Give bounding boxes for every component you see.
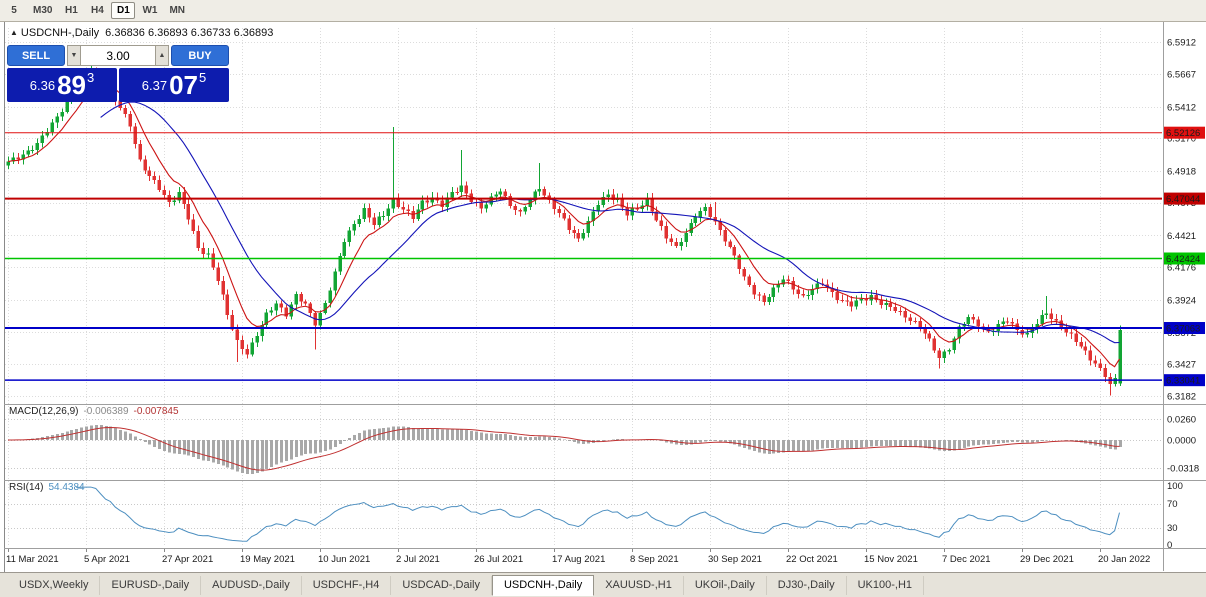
chart-tab-usdcad-daily[interactable]: USDCAD-,Daily bbox=[391, 575, 492, 595]
price-level-badge: 6.42424 bbox=[1166, 254, 1200, 265]
rsi-axis-label: 30 bbox=[1167, 523, 1178, 534]
timeframe-button-mn[interactable]: MN bbox=[164, 2, 190, 19]
y-axis-label: 6.4421 bbox=[1167, 231, 1196, 242]
x-axis-label: 29 Dec 2021 bbox=[1020, 554, 1074, 565]
timeframe-toolbar: 5 M30 H1 H4 D1 W1 MN bbox=[0, 0, 1206, 22]
price-level-badge: 6.37063 bbox=[1166, 324, 1200, 335]
chart-tab-dj30-daily[interactable]: DJ30-,Daily bbox=[767, 575, 847, 595]
macd-main-value: -0.006389 bbox=[83, 406, 129, 417]
y-axis-label: 6.3427 bbox=[1167, 360, 1196, 371]
sell-price-sup: 3 bbox=[87, 69, 95, 85]
timeframe-button-d1[interactable]: D1 bbox=[111, 2, 136, 19]
x-axis-label: 19 May 2021 bbox=[240, 554, 295, 565]
horizontal-levels-layer: 6.52126 6.47044 6.42424 6.37063 6.33041 bbox=[5, 126, 1205, 387]
timeframe-button-m30[interactable]: M30 bbox=[28, 2, 57, 19]
macd-axis-label: 0.0260 bbox=[1167, 415, 1196, 426]
macd-indicator-label: MACD(12,26,9) -0.006389 -0.007845 bbox=[9, 406, 179, 417]
buy-price-sup: 5 bbox=[199, 69, 207, 85]
chart-title: ▲ USDCNH-,Daily 6.36836 6.36893 6.36733 6.… bbox=[10, 27, 273, 39]
price-level-badge: 6.52126 bbox=[1166, 128, 1200, 139]
timeframe-buttons: 5 M30 H1 H4 D1 W1 MN bbox=[2, 2, 190, 19]
x-axis-label: 26 Jul 2021 bbox=[474, 554, 523, 565]
rsi-axis-label: 70 bbox=[1167, 499, 1178, 510]
chart-tab-usdx-weekly[interactable]: USDX,Weekly bbox=[8, 575, 101, 595]
rsi-name: RSI(14) bbox=[9, 482, 44, 493]
x-axis-label: 5 Apr 2021 bbox=[84, 554, 130, 565]
chart-tab-usdchf-h4[interactable]: USDCHF-,H4 bbox=[302, 575, 392, 595]
sell-price-prefix: 6.36 bbox=[29, 77, 56, 93]
chart-tabs-bar: USDX,Weekly EURUSD-,Daily AUDUSD-,Daily USD… bbox=[0, 572, 1206, 597]
x-axis-label: 7 Dec 2021 bbox=[942, 554, 991, 565]
x-axis-label: 20 Jan 2022 bbox=[1098, 554, 1150, 565]
x-axis-label: 2 Jul 2021 bbox=[396, 554, 440, 565]
volume-increase-button[interactable]: ▲ bbox=[155, 45, 169, 66]
chart-tab-audusd-daily[interactable]: AUDUSD-,Daily bbox=[201, 575, 302, 595]
rsi-axis-label: 100 bbox=[1167, 481, 1183, 492]
macd-name: MACD(12,26,9) bbox=[9, 406, 79, 417]
chart-ohlc-values: 6.36836 6.36893 6.36733 6.36893 bbox=[105, 27, 274, 39]
chart-tab-ukoil-daily[interactable]: UKOil-,Daily bbox=[684, 575, 767, 595]
macd-axis-label: -0.0318 bbox=[1167, 464, 1199, 475]
buy-price-big: 07 bbox=[169, 70, 198, 100]
trade-prices-row: 6.36 89 3 6.37 07 5 bbox=[7, 68, 229, 102]
buy-price-display[interactable]: 6.37 07 5 bbox=[119, 68, 229, 102]
sell-price-big: 89 bbox=[57, 70, 86, 100]
y-axis-label: 6.5667 bbox=[1167, 69, 1196, 80]
one-click-trading-panel: SELL ▼ ▲ BUY 6.36 89 3 6.37 07 5 bbox=[7, 45, 229, 102]
timeframe-button-h1[interactable]: H1 bbox=[59, 2, 83, 19]
rsi-axis-label: 0 bbox=[1167, 540, 1172, 551]
buy-button[interactable]: BUY bbox=[171, 45, 229, 66]
x-axis-label: 8 Sep 2021 bbox=[630, 554, 679, 565]
volume-input[interactable] bbox=[81, 45, 155, 66]
volume-control: ▼ ▲ bbox=[67, 45, 169, 66]
x-axis-label: 10 Jun 2021 bbox=[318, 554, 370, 565]
sell-button[interactable]: SELL bbox=[7, 45, 65, 66]
volume-decrease-button[interactable]: ▼ bbox=[67, 45, 81, 66]
chart-tab-eurusd-daily[interactable]: EURUSD-,Daily bbox=[100, 575, 202, 595]
moving-averages-layer bbox=[7, 83, 1120, 368]
chart-tab-xauusd-h1[interactable]: XAUUSD-,H1 bbox=[594, 575, 684, 595]
rsi-indicator-label: RSI(14) 54.4384 bbox=[9, 482, 85, 493]
y-axis-label: 6.5412 bbox=[1167, 102, 1196, 113]
buy-price-prefix: 6.37 bbox=[141, 77, 168, 93]
price-level-badge: 6.47044 bbox=[1166, 194, 1200, 205]
x-axis-label: 17 Aug 2021 bbox=[552, 554, 605, 565]
chart-symbol-label: USDCNH-,Daily bbox=[20, 27, 100, 39]
y-axis-label: 6.5170 bbox=[1167, 134, 1196, 145]
y-axis-label: 6.4918 bbox=[1167, 166, 1196, 177]
x-axis-label: 15 Nov 2021 bbox=[864, 554, 918, 565]
timeframe-button-w1[interactable]: W1 bbox=[137, 2, 162, 19]
y-axis-label: 6.3924 bbox=[1167, 295, 1196, 306]
y-axis-label: 6.3182 bbox=[1167, 392, 1196, 403]
macd-signal-value: -0.007845 bbox=[133, 406, 179, 417]
timeframe-button-5[interactable]: 5 bbox=[2, 2, 26, 19]
rsi-value: 54.4384 bbox=[48, 482, 85, 493]
trade-buttons-row: SELL ▼ ▲ BUY bbox=[7, 45, 229, 66]
x-axis-label: 27 Apr 2021 bbox=[162, 554, 213, 565]
y-axis-label: 6.5912 bbox=[1167, 38, 1196, 49]
sell-price-display[interactable]: 6.36 89 3 bbox=[7, 68, 117, 102]
y-axis-label: 6.4176 bbox=[1167, 263, 1196, 274]
symbol-arrow-icon: ▲ bbox=[10, 28, 18, 37]
macd-histogram-layer bbox=[12, 424, 1122, 474]
x-axis-label: 30 Sep 2021 bbox=[708, 554, 762, 565]
price-level-badge: 6.33041 bbox=[1166, 376, 1200, 387]
x-axis-label: 11 Mar 2021 bbox=[6, 554, 59, 565]
timeframe-button-h4[interactable]: H4 bbox=[85, 2, 109, 19]
chart-tab-usdcnh-daily[interactable]: USDCNH-,Daily bbox=[491, 574, 595, 596]
chart-tab-uk100-h1[interactable]: UK100-,H1 bbox=[847, 575, 925, 595]
x-axis-label: 22 Oct 2021 bbox=[786, 554, 838, 565]
macd-axis-label: 0.0000 bbox=[1167, 436, 1196, 447]
